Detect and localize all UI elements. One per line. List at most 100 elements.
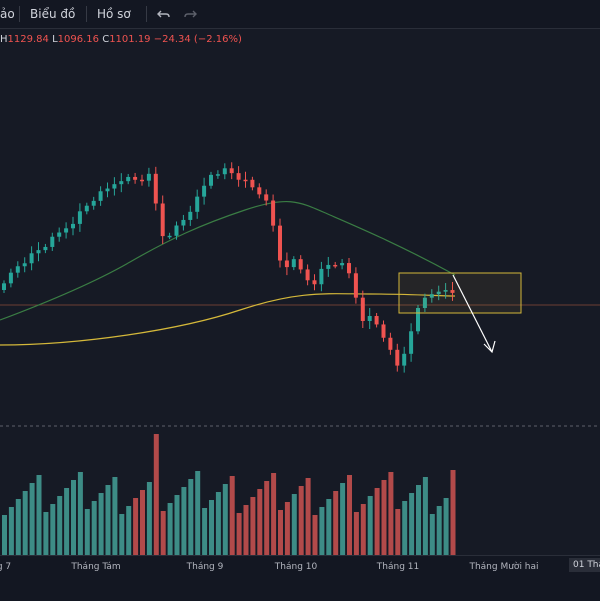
candle-body bbox=[429, 294, 434, 298]
candle-body bbox=[119, 181, 124, 185]
volume-bar bbox=[84, 509, 90, 555]
candle-body bbox=[2, 283, 6, 290]
volume-bar bbox=[333, 491, 339, 555]
time-axis[interactable]: g 7 Tháng Tám Tháng 9 Tháng 10 Tháng 11 … bbox=[0, 555, 600, 601]
volume-bar bbox=[381, 480, 387, 555]
candle-body bbox=[436, 291, 441, 295]
time-axis-active-label: 01 Tháng bbox=[569, 558, 600, 572]
candle-body bbox=[174, 225, 179, 236]
volume-bar bbox=[222, 484, 228, 555]
volume-bar bbox=[195, 471, 201, 555]
candle-body bbox=[36, 250, 41, 254]
volume-bar bbox=[436, 506, 442, 555]
candle-body bbox=[388, 337, 393, 350]
candle-body bbox=[22, 263, 27, 267]
candle-body bbox=[243, 179, 248, 182]
candle-body bbox=[257, 187, 262, 195]
candle-body bbox=[153, 173, 158, 204]
volume-bar bbox=[271, 473, 277, 555]
volume-bar bbox=[360, 504, 366, 555]
candle-body bbox=[416, 308, 420, 332]
moving-average-slow bbox=[0, 293, 456, 346]
candle-body bbox=[250, 179, 255, 188]
volume-bar bbox=[119, 514, 125, 555]
candle-body bbox=[374, 316, 379, 325]
candle-body bbox=[326, 264, 331, 269]
candle-body bbox=[381, 324, 386, 338]
candle-body bbox=[443, 290, 448, 292]
volume-bar bbox=[209, 500, 214, 555]
volume-bar bbox=[319, 507, 325, 555]
change-value: −24.34 (−2.16%) bbox=[153, 34, 242, 45]
top-toolbar: ảo Biểu đồ Hồ sơ bbox=[0, 0, 600, 29]
time-axis-label: Tháng 11 bbox=[376, 562, 420, 572]
candle-body bbox=[333, 264, 338, 267]
volume-bar bbox=[91, 501, 97, 555]
close-value: 1101.19 bbox=[109, 34, 151, 45]
volume-bar bbox=[140, 490, 145, 555]
moving-average-fast bbox=[0, 200, 456, 321]
candle-body bbox=[215, 174, 220, 176]
time-axis-label: Tháng Mười hai bbox=[469, 562, 539, 572]
candle-body bbox=[402, 353, 407, 366]
candle-body bbox=[264, 194, 269, 201]
volume-bar bbox=[278, 510, 283, 555]
candle-body bbox=[229, 168, 234, 174]
undo-icon[interactable] bbox=[157, 0, 171, 28]
candle-body bbox=[195, 196, 200, 212]
candle-body bbox=[236, 173, 241, 180]
chart-menu-button[interactable]: Biểu đồ bbox=[30, 7, 76, 21]
redo-icon[interactable] bbox=[183, 0, 197, 28]
toolbar-separator bbox=[146, 6, 147, 22]
volume-bar bbox=[229, 476, 235, 555]
toolbar-separator bbox=[19, 6, 20, 22]
low-label: L bbox=[52, 34, 58, 45]
volume-bar bbox=[215, 492, 221, 555]
volume-bar bbox=[257, 489, 263, 555]
volume-bar bbox=[57, 496, 63, 555]
volume-bar bbox=[450, 470, 456, 555]
candle-body bbox=[43, 246, 48, 251]
candle-body bbox=[202, 185, 207, 197]
volume-bar bbox=[146, 482, 152, 555]
candle-body bbox=[98, 191, 103, 201]
volume-bar bbox=[429, 514, 435, 555]
volume-bar bbox=[367, 496, 373, 555]
high-value: 1129.84 bbox=[7, 34, 49, 45]
candle-body bbox=[8, 272, 13, 284]
volume-bar bbox=[284, 502, 290, 555]
volume-bar bbox=[395, 509, 401, 555]
candle-body bbox=[278, 225, 282, 261]
candle-body bbox=[353, 273, 358, 298]
toolbar-partial-label[interactable]: ảo bbox=[0, 7, 15, 21]
volume-bar bbox=[36, 475, 42, 555]
candle-body bbox=[160, 203, 165, 237]
candle-body bbox=[271, 200, 276, 226]
ohlc-legend: H1129.84 L1096.16 C1101.19 −24.34 (−2.16… bbox=[0, 34, 242, 45]
candle-body bbox=[298, 259, 303, 270]
highlight-box bbox=[398, 272, 522, 314]
candle-body bbox=[64, 228, 69, 233]
toolbar-separator bbox=[86, 6, 87, 22]
volume-bar bbox=[153, 434, 159, 555]
volume-bar bbox=[291, 494, 297, 555]
volume-bar bbox=[236, 513, 242, 555]
volume-bar bbox=[305, 478, 311, 555]
volume-bar bbox=[29, 483, 35, 555]
high-label: H bbox=[0, 34, 8, 45]
candle-body bbox=[340, 263, 345, 266]
candle-body bbox=[126, 176, 131, 182]
candle-body bbox=[105, 188, 110, 192]
volume-bar bbox=[202, 508, 208, 555]
volume-bar bbox=[409, 493, 415, 555]
price-chart[interactable] bbox=[0, 28, 600, 555]
volume-bar bbox=[174, 495, 180, 555]
volume-bar bbox=[105, 485, 111, 555]
candle-body bbox=[77, 211, 82, 224]
volume-bar bbox=[133, 498, 139, 555]
candle-body bbox=[84, 205, 89, 212]
volume-bar bbox=[71, 480, 76, 555]
profile-menu-button[interactable]: Hồ sơ bbox=[97, 7, 131, 21]
volume-bar bbox=[98, 493, 104, 555]
candle-body bbox=[312, 280, 317, 285]
